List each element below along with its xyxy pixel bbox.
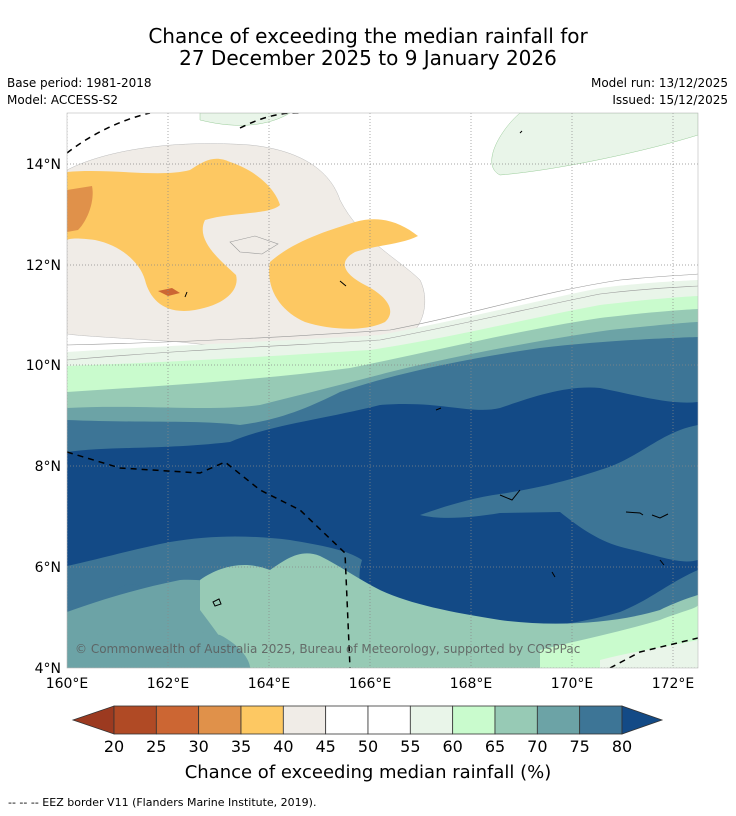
y-tick-label: 4°N	[35, 661, 61, 677]
y-axis-ticks: 14°N 12°N 10°N 8°N 6°N 4°N	[26, 157, 61, 677]
y-tick-label: 6°N	[35, 560, 61, 576]
colorbar-swatch	[325, 705, 369, 735]
islands	[184, 130, 669, 607]
base-period: Base period: 1981-2018	[7, 76, 152, 90]
colorbar-over-arrow	[621, 705, 664, 735]
region-35-40-east	[269, 219, 418, 329]
colorbar-label: 80	[612, 737, 632, 756]
colorbar-label: 35	[231, 737, 251, 756]
colorbar-swatch	[452, 705, 496, 735]
region-65-70-south-west	[67, 629, 250, 668]
y-tick-label: 12°N	[26, 258, 61, 274]
model-name: Model: ACCESS-S2	[7, 93, 119, 107]
colorbar-swatch	[536, 705, 581, 735]
x-tick-label: 164°E	[248, 676, 291, 692]
colorbar-label: 70	[527, 737, 547, 756]
title-line-2: 27 December 2025 to 9 January 2026	[179, 46, 557, 70]
region-over-80-main	[67, 387, 698, 629]
colorbar-label: 40	[273, 737, 293, 756]
colorbar-swatch	[282, 705, 327, 735]
x-tick-label: 166°E	[349, 676, 392, 692]
colorbar-swatch	[240, 705, 284, 735]
colorbar-under-arrow	[71, 705, 115, 735]
contour-lines	[67, 235, 698, 361]
colorbar-swatch	[409, 705, 454, 735]
region-55-60-top	[199, 113, 291, 126]
y-tick-label: 14°N	[26, 157, 61, 173]
colorbar-swatch	[579, 705, 623, 735]
x-tick-label: 170°E	[551, 676, 594, 692]
eez-borders	[67, 113, 698, 668]
colorbar-swatch	[113, 705, 157, 735]
colorbar-swatch	[155, 705, 200, 735]
colorbar-swatch	[494, 705, 538, 735]
colorbar-label: 30	[188, 737, 208, 756]
region-35-40-west	[67, 158, 280, 311]
colorbar-label: 45	[315, 737, 335, 756]
y-tick-label: 8°N	[35, 459, 61, 475]
y-tick-label: 10°N	[26, 358, 61, 374]
colorbar-label: 60	[442, 737, 462, 756]
x-tick-label: 168°E	[450, 676, 493, 692]
region-65-70-south	[200, 553, 698, 668]
rainfall-map: © Commonwealth of Australia 2025, Bureau…	[67, 113, 698, 668]
colorbar-swatch	[198, 705, 242, 735]
colorbar-label: 65	[485, 737, 505, 756]
gridlines	[67, 113, 698, 668]
x-axis-ticks: 160°E 162°E 164°E 166°E 168°E 170°E 172°…	[46, 676, 695, 692]
x-tick-label: 160°E	[46, 676, 89, 692]
colorbar: 20 25 30 35 40 45 50 55 60 65 70 75 80 Chance of exc…	[71, 705, 664, 783]
region-25-30	[67, 186, 93, 232]
colorbar-swatch	[367, 705, 411, 735]
colorbar-label: 75	[569, 737, 589, 756]
issued-date: Issued: 15/12/2025	[612, 93, 728, 107]
colorbar-label: 25	[146, 737, 166, 756]
title-line-1: Chance of exceeding the median rainfall …	[148, 24, 588, 48]
model-run: Model run: 13/12/2025	[590, 76, 728, 90]
copyright-text: © Commonwealth of Australia 2025, Bureau…	[75, 642, 580, 656]
colorbar-title: Chance of exceeding median rainfall (%)	[185, 762, 552, 783]
colorbar-labels: 20 25 30 35 40 45 50 55 60 65 70 75 80	[104, 737, 632, 756]
colorbar-label: 20	[104, 737, 124, 756]
colorbar-label: 55	[400, 737, 420, 756]
x-tick-label: 162°E	[147, 676, 190, 692]
region-25-30-small	[158, 288, 180, 296]
colorbar-boxes	[113, 705, 623, 735]
x-tick-label: 172°E	[652, 676, 695, 692]
map-frame	[66, 112, 699, 669]
colorbar-label: 50	[358, 737, 378, 756]
region-55-60-ne	[491, 113, 698, 176]
eez-footnote: -- -- -- EEZ border V11 (Flanders Marine…	[8, 796, 317, 809]
